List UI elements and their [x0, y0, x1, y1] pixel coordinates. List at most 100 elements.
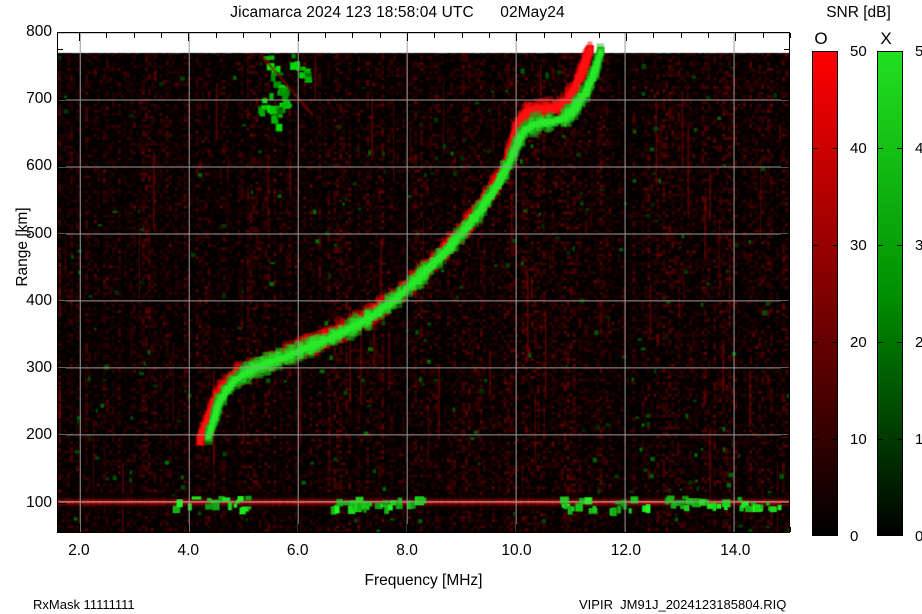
axis-tick	[58, 503, 66, 504]
colorbar-tick	[897, 342, 903, 343]
axis-tick	[516, 524, 517, 532]
axis-tick	[571, 33, 572, 38]
x-axis-title: Frequency [MHz]	[364, 572, 483, 589]
axis-tick	[790, 33, 791, 38]
axis-tick	[134, 33, 135, 38]
colorbar-tick	[897, 439, 903, 440]
axis-tick	[352, 527, 353, 532]
ionogram-plot[interactable]	[57, 32, 790, 533]
axis-tick	[462, 527, 463, 532]
axis-tick	[544, 527, 545, 532]
axis-tick	[298, 524, 299, 532]
y-axis-tick-labels: 100 200 300 400 500 600 700 800	[0, 0, 52, 614]
axis-tick	[784, 217, 789, 218]
colorbar-x-ticks: 0 10 20 30 40 50	[877, 44, 922, 544]
axis-tick	[462, 33, 463, 38]
axis-tick	[325, 33, 326, 38]
x-tick-label: 8.0	[396, 542, 418, 559]
colorbar-x-letter: X	[880, 29, 892, 48]
axis-tick	[784, 82, 789, 83]
axis-tick	[784, 335, 789, 336]
page-title: Jicamarca 2024 123 18:58:04 UTC 02May24	[230, 4, 565, 21]
axis-tick	[599, 33, 600, 38]
colorbar-tick	[832, 148, 838, 149]
axis-tick	[626, 33, 627, 41]
axis-tick	[58, 267, 63, 268]
axis-tick	[58, 32, 66, 33]
axis-tick	[188, 33, 189, 41]
colorbar-tick-label: 20	[915, 334, 922, 351]
colorbar-tick-label: 10	[915, 431, 922, 448]
axis-tick	[58, 49, 63, 50]
colorbar-tick-label: 40	[915, 140, 922, 157]
axis-tick	[58, 217, 63, 218]
axis-tick	[626, 524, 627, 532]
axis-tick	[784, 452, 789, 453]
axis-tick	[407, 33, 408, 41]
axis-tick	[58, 234, 66, 235]
axis-tick	[790, 527, 791, 532]
axis-tick	[58, 318, 63, 319]
axis-tick	[161, 33, 162, 38]
colorbar-o-gradient	[812, 51, 838, 536]
axis-tick	[58, 486, 63, 487]
axis-tick	[599, 527, 600, 532]
axis-tick	[781, 166, 789, 167]
colorbar-tick	[832, 439, 838, 440]
colorbar-tick-label: 50	[915, 43, 922, 60]
axis-tick	[161, 527, 162, 532]
colorbar-tick	[812, 439, 818, 440]
axis-tick	[708, 33, 709, 38]
axis-tick	[784, 486, 789, 487]
axis-tick	[784, 267, 789, 268]
x-tick-label: 4.0	[177, 542, 200, 559]
y-axis-title: Range [km]	[14, 207, 31, 287]
axis-tick	[784, 200, 789, 201]
colorbar-tick-label: 40	[850, 140, 867, 157]
source-file-label: VIPIR JM91J_2024123185804.RIQ	[579, 597, 787, 612]
y-tick-label: 600	[26, 157, 52, 175]
axis-tick	[784, 116, 789, 117]
axis-tick	[708, 527, 709, 532]
axis-tick	[188, 524, 189, 532]
axis-tick	[352, 33, 353, 38]
axis-tick	[784, 251, 789, 252]
axis-tick	[325, 527, 326, 532]
axis-tick	[58, 368, 66, 369]
axis-tick	[58, 66, 63, 67]
colorbar-tick	[832, 342, 838, 343]
axis-tick	[79, 33, 80, 41]
colorbar-tick	[812, 148, 818, 149]
axis-tick	[489, 527, 490, 532]
axis-tick	[216, 527, 217, 532]
x-axis-tick-labels: 2.0 4.0 6.0 8.0 10.0 12.0 14.0	[0, 543, 922, 565]
axis-tick	[243, 527, 244, 532]
axis-tick	[58, 116, 63, 117]
axis-tick	[681, 527, 682, 532]
axis-tick	[380, 527, 381, 532]
axis-tick	[784, 49, 789, 50]
colorbar-tick	[812, 245, 818, 246]
axis-tick	[784, 402, 789, 403]
colorbar-tick-label: 0	[915, 528, 922, 545]
axis-tick	[781, 99, 789, 100]
axis-tick	[784, 520, 789, 521]
colorbar-tick-label: 50	[850, 43, 867, 60]
axis-tick	[434, 527, 435, 532]
axis-tick	[784, 351, 789, 352]
axis-tick	[781, 301, 789, 302]
axis-tick	[781, 503, 789, 504]
axis-tick	[784, 150, 789, 151]
axis-tick	[58, 251, 63, 252]
axis-tick	[58, 150, 63, 151]
axis-tick	[298, 33, 299, 41]
x-tick-label: 6.0	[286, 542, 309, 559]
colorbar-tick	[832, 245, 838, 246]
colorbar-tick	[877, 342, 883, 343]
y-tick-label: 500	[26, 224, 52, 242]
axis-tick	[763, 33, 764, 38]
axis-tick	[784, 133, 789, 134]
axis-tick	[58, 469, 63, 470]
axis-tick	[784, 419, 789, 420]
axis-tick	[58, 351, 63, 352]
